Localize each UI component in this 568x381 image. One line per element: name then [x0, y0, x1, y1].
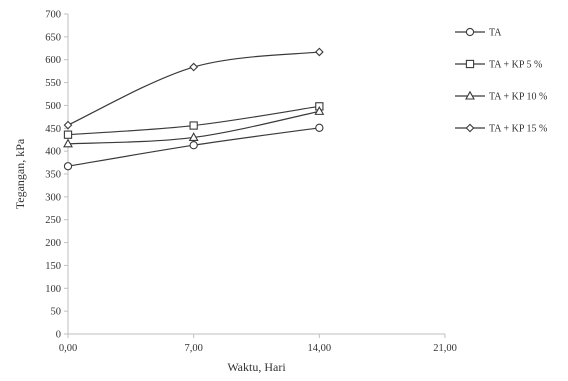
y-tick-label: 600: [45, 55, 61, 66]
data-point: [315, 123, 324, 132]
y-tick-label: 500: [45, 101, 61, 112]
legend-marker: [465, 59, 475, 69]
legend-item-2: TA + KP 5 %: [455, 60, 542, 71]
data-point: [189, 121, 198, 130]
y-tick-label: 350: [45, 170, 61, 181]
data-point: [314, 106, 325, 115]
series-3: [63, 106, 325, 148]
legend-item-4: TA + KP 15 %: [455, 124, 547, 135]
data-point: [63, 138, 73, 148]
y-tick-label: 200: [45, 238, 61, 249]
series-layer: [63, 47, 325, 171]
legend-item-1: TA: [455, 28, 502, 39]
data-point: [189, 141, 198, 150]
y-tick-label: 300: [45, 192, 61, 203]
data-point: [63, 120, 73, 130]
legend-label: TA + KP 10 %: [489, 92, 547, 103]
x-tick-label: 7,00: [184, 343, 202, 354]
chart-legend: TA TA + KP 5 % TA + KP 10 % TA + KP 15 %: [455, 28, 547, 135]
y-tick-label: 50: [51, 307, 62, 318]
legend-label: TA: [489, 28, 502, 39]
data-point: [63, 162, 73, 171]
data-point: [314, 47, 324, 57]
y-tick-label: 100: [45, 284, 61, 295]
y-tick-label: 250: [45, 215, 61, 226]
data-point: [188, 132, 199, 141]
legend-marker: [465, 27, 475, 37]
chart-axes: 0 50 100 150 200 250 300 350 400 450 500 550 600 650 7…: [45, 10, 457, 355]
series-1: [63, 123, 324, 171]
x-tick-label: 14,00: [308, 343, 332, 354]
y-tick-label: 0: [56, 330, 61, 341]
legend-marker: [465, 123, 475, 133]
y-tick-label: 550: [45, 78, 61, 89]
x-tick-label: 0,00: [59, 343, 77, 354]
x-axis-title: Waktu, Hari: [227, 360, 286, 374]
series-4: [63, 47, 324, 130]
y-tick-label: 400: [45, 147, 61, 158]
legend-marker: [465, 90, 475, 100]
y-tick-label: 650: [45, 32, 61, 43]
y-tick-label: 150: [45, 261, 61, 272]
data-point: [63, 130, 73, 139]
legend-item-3: TA + KP 10 %: [455, 90, 547, 103]
legend-label: TA + KP 15 %: [489, 124, 547, 135]
y-axis-title: Tegangan, kPa: [13, 138, 27, 209]
y-tick-label: 700: [45, 10, 61, 21]
data-point: [189, 62, 199, 72]
x-tick-label: 21,00: [433, 343, 457, 354]
legend-label: TA + KP 5 %: [489, 60, 542, 71]
y-tick-label: 450: [45, 124, 61, 135]
